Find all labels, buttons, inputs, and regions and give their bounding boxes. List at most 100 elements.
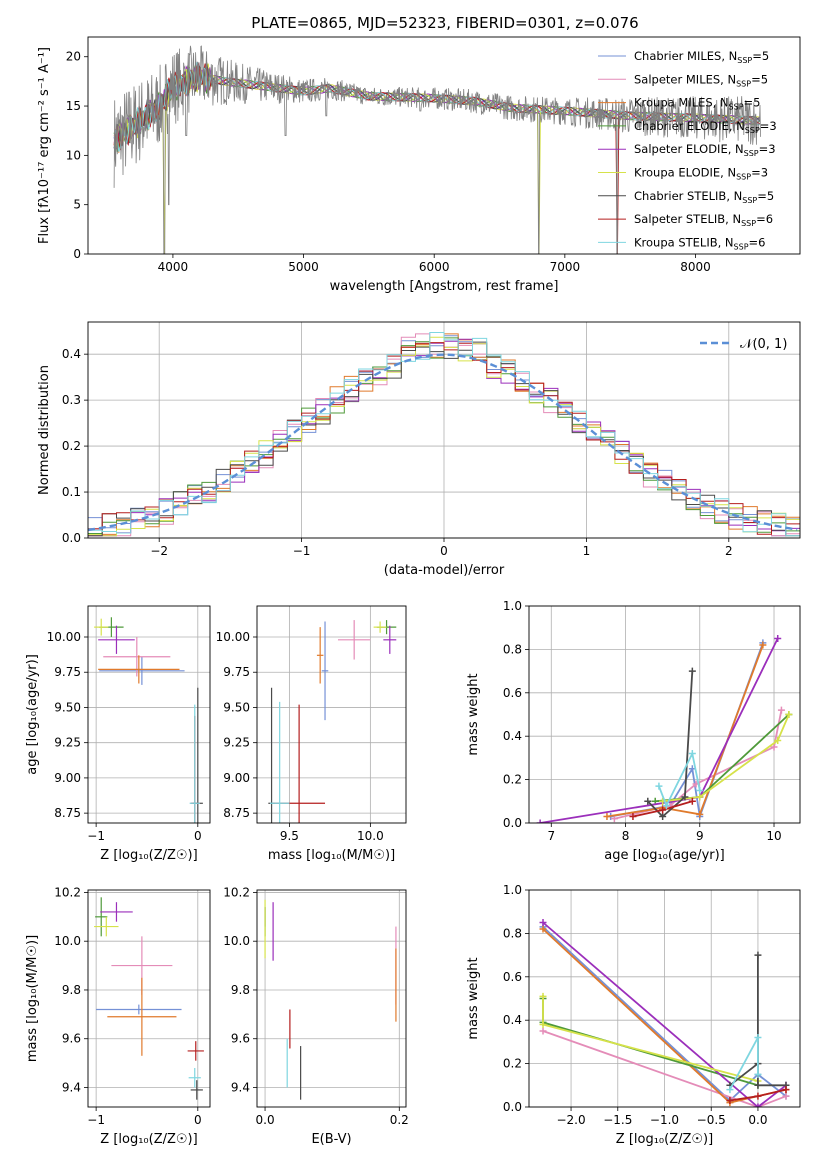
y-tick-label: 20 [66,50,81,64]
observed-spectrum-line [113,45,761,254]
x-axis-label: (data-model)/error [384,563,505,578]
x-tick-label: 7000 [550,260,581,274]
errorbar-kroupa_miles [98,655,180,684]
axes-frame [528,605,801,824]
weight-point-kroupa_stelib [662,802,670,810]
y-tick-label: 9.4 [231,1080,250,1094]
weight-series-kroupa_stelib [726,1034,762,1094]
weight-point-kroupa_stelib [726,1086,734,1094]
y-axis-label: age [log₁₀(age/yr)] [25,654,40,775]
weight-point-salpeter_stelib [782,1086,790,1094]
x-axis-label: age [log₁₀(age/yr)] [604,848,725,863]
legend-label-normal: 𝒩(0, 1) [740,337,787,352]
weight-point-salpeter_elodie [754,1103,762,1107]
hist-step-kroupa_stelib [88,332,800,537]
figure-title: PLATE=0865, MJD=52323, FIBERID=0301, z=0… [251,14,638,32]
x-tick-label: 6000 [419,260,450,274]
x-axis-label: Z [log₁₀(Z/Z☉)] [100,848,197,863]
plot-area [113,45,761,254]
legend-label-chabrier_stelib: Chabrier STELIB, NSSP=5 [634,189,774,205]
y-tick-label: 0.2 [503,773,522,787]
weight-line-salpeter_miles [542,1030,787,1107]
plot-area [94,897,204,1100]
errorbar-chabrier_stelib [190,1080,203,1100]
weight-series-salpeter_elodie [536,635,782,823]
weight-series-kroupa_elodie [539,992,762,1085]
x-tick-label: 0 [440,544,448,558]
panel-mass_vs_ebv: 0.0 0.2 9.4 9.6 9.8 10.0 10.2 E(B-V) [223,885,409,1147]
x-tick-label: −0.5 [697,1113,726,1127]
y-tick-label: 0.4 [62,347,81,361]
errorbar-kroupa_stelib [269,701,290,823]
legend-label-chabrier_miles: Chabrier MILES, NSSP=5 [634,49,769,65]
y-tick-label: 9.00 [223,771,250,785]
y-tick-label: 5 [73,198,81,212]
y-tick-label: 0.0 [62,531,81,545]
weight-point-salpeter_stelib [726,1096,734,1104]
x-tick-label: 0 [194,829,202,843]
errorbar-kroupa_miles [316,627,324,684]
x-tick-label: 0.0 [256,1113,275,1127]
axes-frame [256,605,407,824]
weight-point-kroupa_stelib [688,750,696,758]
y-axis-label: mass [log₁₀(M/M☉)] [25,935,40,1062]
y-tick-label: 9.75 [54,665,81,679]
x-tick-label: 0.0 [748,1113,767,1127]
weight-line-salpeter_elodie [539,638,779,823]
x-tick-label: −1.0 [650,1113,679,1127]
x-axis-label: mass [log₁₀(M/M☉)] [268,848,395,863]
weight-series-chabrier_miles [607,639,767,820]
legend-label-kroupa_stelib: Kroupa STELIB, NSSP=6 [634,235,765,251]
y-tick-label: 0.3 [62,393,81,407]
weight-point-salpeter_miles [782,1092,790,1100]
x-tick-label: 4000 [158,260,189,274]
errorbar-kroupa_elodie [373,621,387,633]
y-tick-label: 0.2 [62,439,81,453]
x-tick-label: −2 [150,544,168,558]
errorbar-chabrier_miles [321,621,329,721]
x-tick-label: 2 [725,544,733,558]
panel-massweight_vs_age: 7 8 9 10 0.0 0.2 0.4 0.6 0.8 1.0 age [log₁₀(age/yr… [466,599,801,863]
y-tick-label: 0.8 [503,642,522,656]
y-tick-label: 0.2 [503,1057,522,1071]
y-axis-label: Flux [fλ10⁻¹⁷ erg cm⁻² s⁻¹ A⁻¹] [37,47,52,244]
weight-point-kroupa_elodie [785,711,793,718]
weight-point-chabrier_stelib [688,667,696,675]
panel-age_vs_Z: −1 0 8.75 9.00 9.25 9.50 9.75 10.00 Z [log₁₀(Z/Z… [25,605,211,863]
x-tick-label: 8 [622,829,630,843]
y-tick-label: 0.6 [503,686,522,700]
y-tick-label: 0.6 [503,970,522,984]
legend: 𝒩(0, 1) [700,337,787,352]
errorbar-salpeter_elodie [100,902,133,922]
normal-pdf-line [88,353,798,532]
weight-point-chabrier_stelib [644,797,652,805]
y-tick-label: 9.25 [223,736,250,750]
x-tick-label: −1 [87,1113,105,1127]
x-tick-label: 10 [766,829,781,843]
x-tick-label: 0 [194,1113,202,1127]
y-tick-label: 0.8 [503,926,522,940]
y-tick-label: 8.75 [223,806,250,820]
plot-area [88,332,800,537]
weight-line-chabrier_miles [610,642,764,818]
plot-area [539,919,790,1107]
y-tick-label: 9.6 [231,1032,250,1046]
y-tick-label: 9.8 [231,983,250,997]
y-tick-label: 10.0 [54,934,81,948]
panel-spectrum: 4000 5000 6000 7000 8000 0 5 10 15 20 wavelength [… [37,36,801,294]
errorbar-kroupa_stelib [189,704,200,823]
errorbar-salpeter_stelib [187,1041,204,1061]
weight-point-kroupa_stelib [655,782,663,790]
x-axis-label: E(B-V) [311,1132,351,1147]
axes-frame [87,889,211,1108]
weight-point-chabrier_stelib [681,793,689,801]
hist-step-salpeter_stelib [88,342,800,535]
y-tick-label: 10.2 [54,885,81,899]
weight-point-kroupa_stelib [754,1070,762,1078]
hist-step-chabrier_stelib [88,341,800,537]
y-tick-label: 0.0 [503,1100,522,1114]
weight-point-kroupa_elodie [696,793,704,801]
weight-series-kroupa_stelib [655,750,704,810]
legend-label-chabrier_elodie: Chabrier ELODIE, NSSP=3 [634,119,777,135]
x-tick-label: 0.2 [390,1113,409,1127]
